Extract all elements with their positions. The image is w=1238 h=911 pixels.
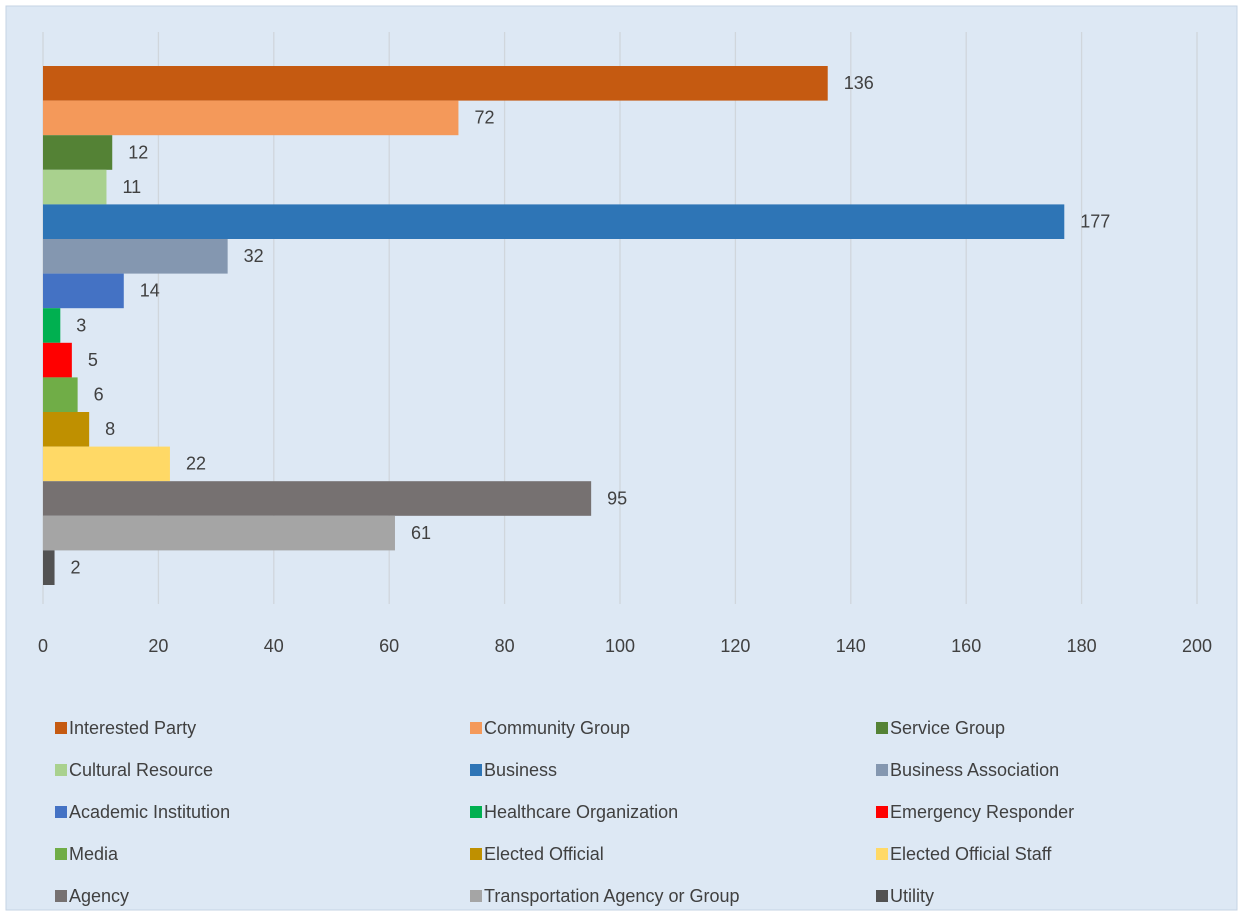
legend-label: Emergency Responder bbox=[890, 802, 1074, 822]
legend-label: Interested Party bbox=[69, 718, 196, 738]
x-tick-label: 120 bbox=[720, 636, 750, 656]
x-tick-label: 20 bbox=[148, 636, 168, 656]
x-tick-label: 100 bbox=[605, 636, 635, 656]
legend-swatch bbox=[470, 806, 482, 818]
data-label: 14 bbox=[140, 281, 160, 301]
x-tick-label: 180 bbox=[1067, 636, 1097, 656]
bar bbox=[43, 308, 61, 343]
bar bbox=[43, 342, 72, 378]
data-label: 11 bbox=[122, 177, 141, 197]
data-label: 32 bbox=[244, 246, 264, 266]
bar bbox=[43, 135, 113, 170]
data-label: 177 bbox=[1080, 211, 1110, 231]
legend-label: Agency bbox=[69, 886, 129, 906]
data-label: 136 bbox=[844, 73, 874, 93]
bar bbox=[43, 550, 55, 585]
legend-label: Business bbox=[484, 760, 557, 780]
bar bbox=[43, 66, 828, 101]
data-label: 12 bbox=[128, 142, 148, 162]
x-tick-label: 140 bbox=[836, 636, 866, 656]
legend-label: Utility bbox=[890, 886, 934, 906]
legend-swatch bbox=[876, 890, 888, 902]
x-tick-label: 40 bbox=[264, 636, 284, 656]
bar bbox=[43, 204, 1065, 239]
legend-label: Academic Institution bbox=[69, 802, 230, 822]
data-label: 2 bbox=[71, 557, 81, 577]
legend-swatch bbox=[55, 764, 67, 776]
x-tick-label: 200 bbox=[1182, 636, 1212, 656]
legend-label: Community Group bbox=[484, 718, 630, 738]
data-label: 6 bbox=[94, 384, 104, 404]
bar bbox=[43, 481, 592, 516]
data-label: 61 bbox=[411, 523, 431, 543]
data-label: 95 bbox=[607, 488, 627, 508]
x-tick-label: 0 bbox=[38, 636, 48, 656]
legend-label: Elected Official Staff bbox=[890, 844, 1052, 864]
bar bbox=[43, 377, 78, 412]
data-label: 5 bbox=[88, 350, 98, 370]
bar bbox=[43, 446, 170, 482]
data-label: 72 bbox=[474, 108, 494, 128]
legend-swatch bbox=[470, 764, 482, 776]
bar bbox=[43, 100, 459, 136]
legend-label: Media bbox=[69, 844, 119, 864]
legend-swatch bbox=[55, 848, 67, 860]
legend-swatch bbox=[876, 806, 888, 818]
legend-swatch bbox=[876, 764, 888, 776]
legend-swatch bbox=[55, 722, 67, 734]
bar bbox=[43, 515, 395, 551]
legend-label: Business Association bbox=[890, 760, 1059, 780]
data-label: 22 bbox=[186, 454, 206, 474]
data-label: 3 bbox=[76, 315, 86, 335]
bar bbox=[43, 412, 90, 447]
legend-swatch bbox=[470, 848, 482, 860]
x-tick-label: 60 bbox=[379, 636, 399, 656]
legend-label: Service Group bbox=[890, 718, 1005, 738]
x-tick-label: 80 bbox=[495, 636, 515, 656]
legend-label: Transportation Agency or Group bbox=[484, 886, 739, 906]
legend-label: Cultural Resource bbox=[69, 760, 213, 780]
legend-swatch bbox=[470, 890, 482, 902]
data-label: 8 bbox=[105, 419, 115, 439]
x-tick-label: 160 bbox=[951, 636, 981, 656]
chart-background bbox=[5, 5, 1238, 911]
bar bbox=[43, 239, 228, 274]
bar bbox=[43, 273, 124, 309]
legend-swatch bbox=[470, 722, 482, 734]
legend-swatch bbox=[876, 722, 888, 734]
legend-swatch bbox=[876, 848, 888, 860]
legend-label: Elected Official bbox=[484, 844, 604, 864]
legend-swatch bbox=[55, 890, 67, 902]
legend-swatch bbox=[55, 806, 67, 818]
bar bbox=[43, 169, 107, 205]
legend-label: Healthcare Organization bbox=[484, 802, 678, 822]
